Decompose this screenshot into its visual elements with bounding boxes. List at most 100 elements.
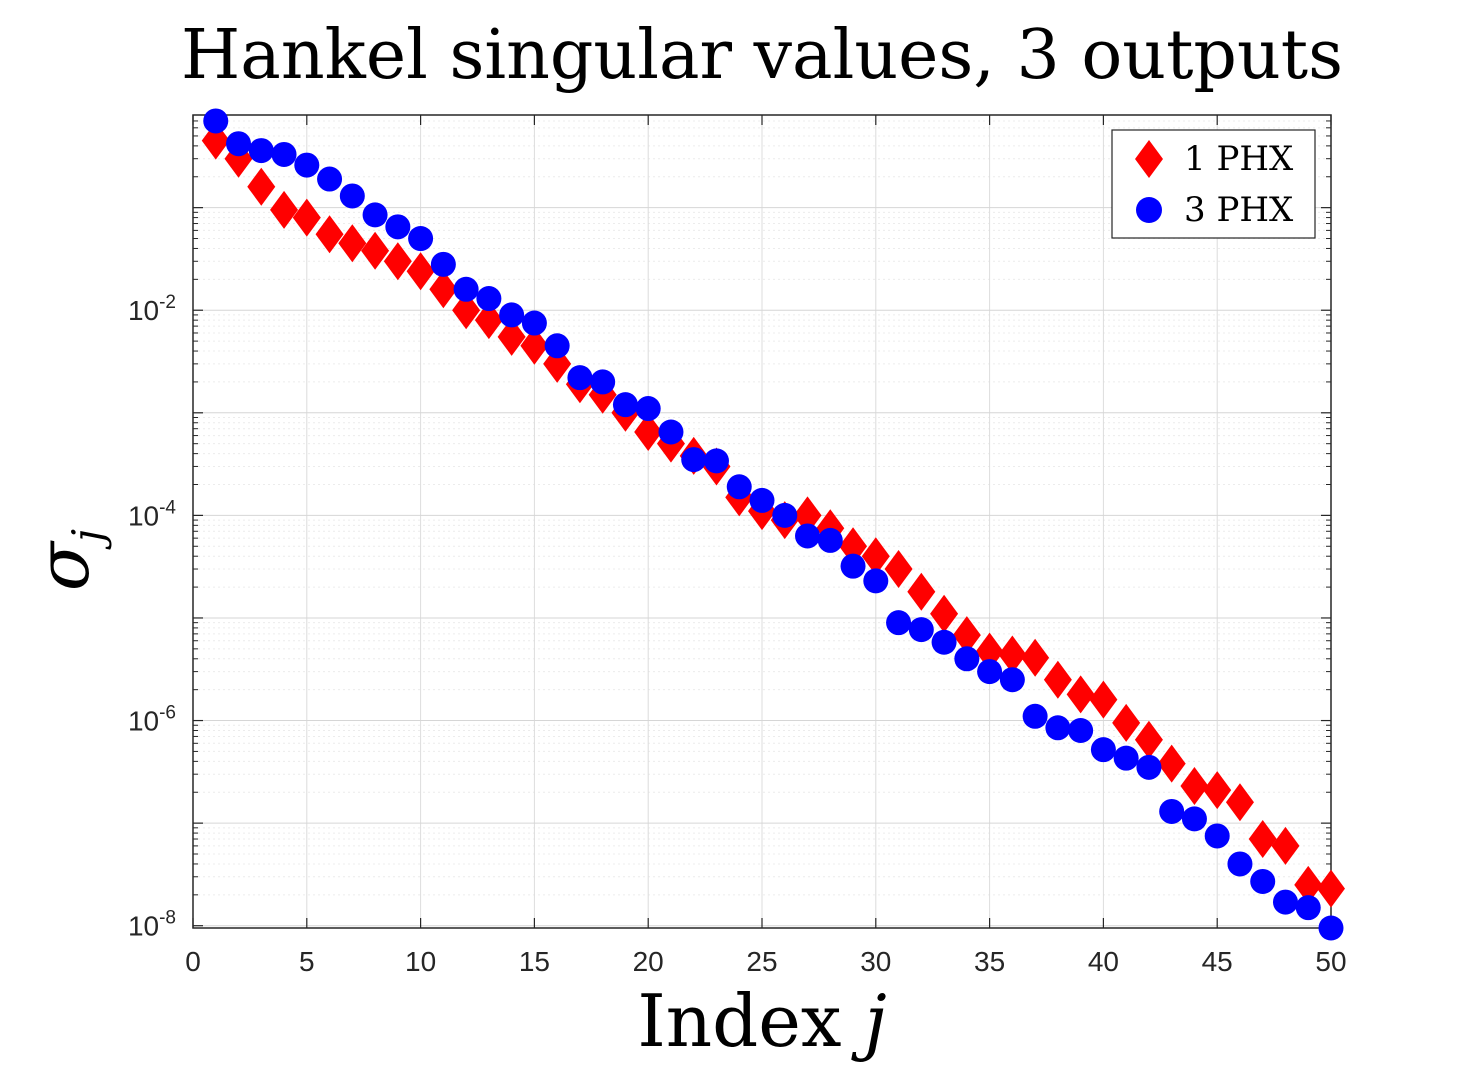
data-point-3-phx <box>749 487 775 513</box>
data-point-3-phx <box>408 226 434 252</box>
data-point-1-phx <box>1294 865 1323 904</box>
data-point-3-phx <box>203 108 229 134</box>
y-tick-exponent: -2 <box>159 292 176 313</box>
data-point-1-phx <box>1066 675 1095 714</box>
data-point-1-phx <box>634 412 663 451</box>
x-tick-label: 50 <box>1315 946 1346 977</box>
x-tick-label: 5 <box>299 946 315 977</box>
data-point-3-phx <box>248 138 274 164</box>
y-tick-base: 10 <box>128 706 159 737</box>
x-axis-label: Index j <box>637 979 886 1063</box>
data-point-3-phx <box>681 447 707 473</box>
y-tick-exponent: -6 <box>159 703 176 724</box>
data-point-3-phx <box>999 667 1025 693</box>
data-point-1-phx <box>338 224 367 263</box>
x-tick-label: 45 <box>1202 946 1233 977</box>
x-tick-labels: 0 5 10 15 20 25 30 35 40 45 50 <box>185 946 1346 977</box>
plot-frame <box>192 114 1332 929</box>
data-point-1-phx <box>520 326 549 365</box>
series-3-phx <box>203 108 1344 941</box>
data-point-3-phx <box>635 396 661 422</box>
data-point-3-phx <box>1204 823 1230 849</box>
data-point-1-phx <box>907 572 936 611</box>
data-point-3-phx <box>1136 754 1162 780</box>
x-tick-label: 35 <box>974 946 1005 977</box>
data-point-3-phx <box>1159 798 1185 824</box>
data-point-1-phx <box>1203 771 1232 810</box>
data-point-3-phx <box>703 448 729 474</box>
data-point-1-phx <box>361 231 390 270</box>
data-point-1-phx <box>930 594 959 633</box>
data-point-1-phx <box>1180 767 1209 806</box>
data-point-3-phx <box>840 553 866 579</box>
data-point-3-phx <box>863 568 889 594</box>
data-point-3-phx <box>977 659 1003 685</box>
data-point-3-phx <box>1045 715 1071 741</box>
data-point-1-phx <box>839 527 868 566</box>
data-point-1-phx <box>998 635 1027 674</box>
legend-diamond-marker <box>1135 140 1163 178</box>
y-tick-exponent: -8 <box>159 908 176 929</box>
chart-title: Hankel singular values, 3 outputs <box>181 16 1343 95</box>
data-point-1-phx <box>1043 660 1072 699</box>
x-tick-label: 30 <box>860 946 891 977</box>
y-axis-label: σj <box>21 529 112 591</box>
data-point-3-phx <box>1272 889 1298 915</box>
y-axis-label-symbol: σ <box>21 540 105 591</box>
data-point-1-phx <box>1157 744 1186 783</box>
data-point-3-phx <box>271 141 297 167</box>
y-tick-label: 10-2 <box>128 292 176 326</box>
data-point-3-phx <box>476 286 502 312</box>
y-tick-label: 10-6 <box>128 703 176 737</box>
y-tick-labels: 10-210-410-610-8 <box>128 292 176 941</box>
data-point-1-phx <box>383 242 412 281</box>
y-tick-base: 10 <box>128 500 159 531</box>
data-point-3-phx <box>453 276 479 302</box>
y-tick-label: 10-4 <box>128 497 176 531</box>
legend-label-3-phx: 3 PHX <box>1184 190 1294 230</box>
data-point-1-phx <box>406 252 435 291</box>
data-point-1-phx <box>1225 783 1254 822</box>
data-point-1-phx <box>952 616 981 655</box>
data-point-3-phx <box>1090 737 1116 763</box>
data-point-1-phx <box>884 550 913 589</box>
y-tick-label: 10-8 <box>128 908 176 942</box>
data-point-3-phx <box>772 502 798 528</box>
data-point-3-phx <box>886 610 912 636</box>
data-point-3-phx <box>521 310 547 336</box>
data-point-1-phx <box>975 632 1004 671</box>
data-point-1-phx <box>270 190 299 229</box>
data-point-3-phx <box>1181 806 1207 832</box>
data-point-3-phx <box>908 617 934 643</box>
data-point-3-phx <box>590 369 616 395</box>
x-tick-label: 40 <box>1088 946 1119 977</box>
data-point-1-phx <box>315 215 344 254</box>
data-point-3-phx <box>1250 868 1276 894</box>
data-point-1-phx <box>793 496 822 535</box>
data-point-1-phx <box>1248 820 1277 859</box>
data-point-1-phx <box>292 198 321 237</box>
data-point-1-phx <box>474 301 503 340</box>
x-tick-label: 20 <box>633 946 664 977</box>
data-point-3-phx <box>795 523 821 549</box>
data-point-1-phx <box>1134 720 1163 759</box>
legend: 1 PHX 3 PHX <box>1111 129 1316 239</box>
x-tick-label: 10 <box>405 946 436 977</box>
x-axis-label-main: Index <box>637 979 864 1063</box>
data-point-3-phx <box>430 251 456 277</box>
data-point-3-phx <box>499 302 525 328</box>
y-tick-base: 10 <box>128 295 159 326</box>
data-point-1-phx <box>1112 703 1141 742</box>
data-point-3-phx <box>385 214 411 240</box>
data-point-3-phx <box>1022 703 1048 729</box>
y-tick-base: 10 <box>128 911 159 942</box>
data-point-1-phx <box>861 537 890 576</box>
data-point-1-phx <box>429 270 458 309</box>
data-point-3-phx <box>294 152 320 178</box>
data-point-3-phx <box>226 131 252 157</box>
data-point-3-phx <box>317 166 343 192</box>
x-tick-label: 25 <box>746 946 777 977</box>
data-point-3-phx <box>1113 745 1139 771</box>
x-tick-label: 0 <box>185 946 201 977</box>
